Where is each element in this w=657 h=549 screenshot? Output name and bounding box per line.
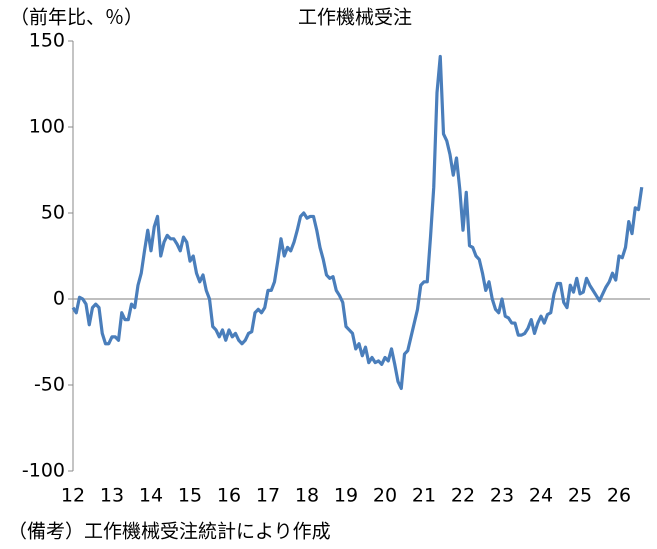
note: （備考）工作機械受注統計により作成 bbox=[8, 521, 331, 543]
x-tick-label: 18 bbox=[295, 485, 319, 507]
y-tick-label: 50 bbox=[41, 202, 65, 224]
data-line bbox=[71, 54, 644, 391]
x-tick-label: 14 bbox=[139, 485, 163, 507]
x-tick-label: 26 bbox=[607, 485, 631, 507]
x-tick-label: 25 bbox=[568, 485, 592, 507]
y-tick-label: 150 bbox=[29, 30, 65, 52]
chart-title: 工作機械受注 bbox=[298, 7, 412, 29]
x-tick-label: 24 bbox=[529, 485, 553, 507]
x-tick-label: 19 bbox=[334, 485, 358, 507]
x-tick-label: 20 bbox=[373, 485, 397, 507]
y-axis-label: （前年比、％） bbox=[10, 7, 143, 29]
x-tick-label: 16 bbox=[217, 485, 241, 507]
y-tick-label: 100 bbox=[29, 116, 65, 138]
y-tick-label: -50 bbox=[34, 374, 65, 396]
x-tick-label: 22 bbox=[451, 485, 475, 507]
x-tick-label: 21 bbox=[412, 485, 436, 507]
x-tick-label: 15 bbox=[178, 485, 202, 507]
y-tick-label: 0 bbox=[53, 288, 65, 310]
x-tick-label: 13 bbox=[100, 485, 124, 507]
x-tick-label: 23 bbox=[490, 485, 514, 507]
y-tick-label: -100 bbox=[22, 460, 65, 482]
x-tick-label: 17 bbox=[256, 485, 280, 507]
x-tick-label: 12 bbox=[61, 485, 85, 507]
